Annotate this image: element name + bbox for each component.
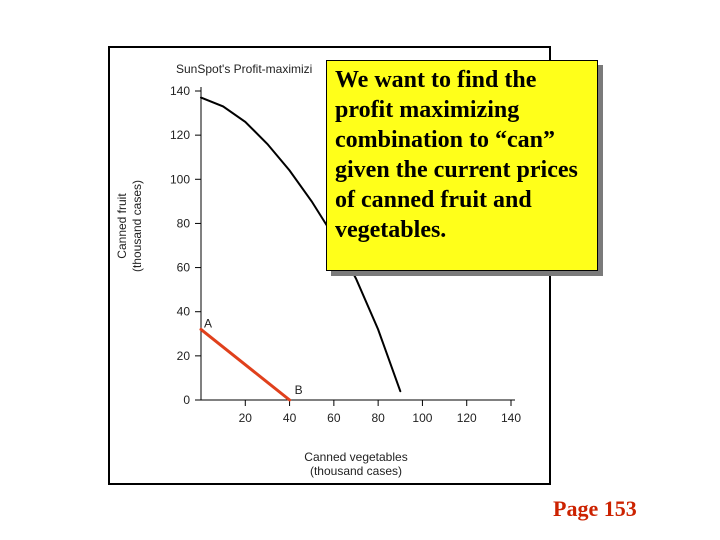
y-tick-label: 0 — [183, 393, 190, 407]
y-tick-label: 60 — [177, 261, 191, 275]
chart-title: SunSpot's Profit-maximizi — [176, 62, 312, 76]
y-tick-label: 40 — [177, 305, 191, 319]
point-label-a: A — [204, 316, 212, 330]
callout-text: We want to find the profit maximizing co… — [335, 67, 578, 243]
y-tick-label: 80 — [177, 216, 191, 230]
y-tick-label: 100 — [170, 172, 190, 186]
frontier-curve — [200, 96, 402, 393]
x-tick-label: 80 — [371, 411, 385, 425]
y-tick-label: 140 — [170, 84, 190, 98]
x-tick-label: 140 — [501, 411, 521, 425]
chart-svg: SunSpot's Profit-maximizi 0 20 40 60 80 100 120… — [115, 62, 521, 478]
point-label-b: B — [295, 383, 303, 397]
page-number: Page 153 — [553, 496, 637, 521]
x-axis-label-line1: Canned vegetables — [304, 450, 407, 464]
callout-box: We want to find the profit maximizing co… — [326, 60, 598, 271]
x-tick-label: 40 — [283, 411, 297, 425]
x-tick-label: 100 — [412, 411, 432, 425]
y-tick-label: 20 — [177, 349, 191, 363]
y-axis-label-line1: Canned fruit — [115, 193, 129, 259]
x-tick-label: 60 — [327, 411, 341, 425]
y-axis-label-line2: (thousand cases) — [130, 180, 144, 272]
y-tick-label: 120 — [170, 128, 190, 142]
x-tick-label: 120 — [457, 411, 477, 425]
isorevenue-line-ab — [199, 327, 292, 402]
x-axis-label-line2: (thousand cases) — [310, 464, 402, 478]
x-tick-label: 20 — [239, 411, 253, 425]
